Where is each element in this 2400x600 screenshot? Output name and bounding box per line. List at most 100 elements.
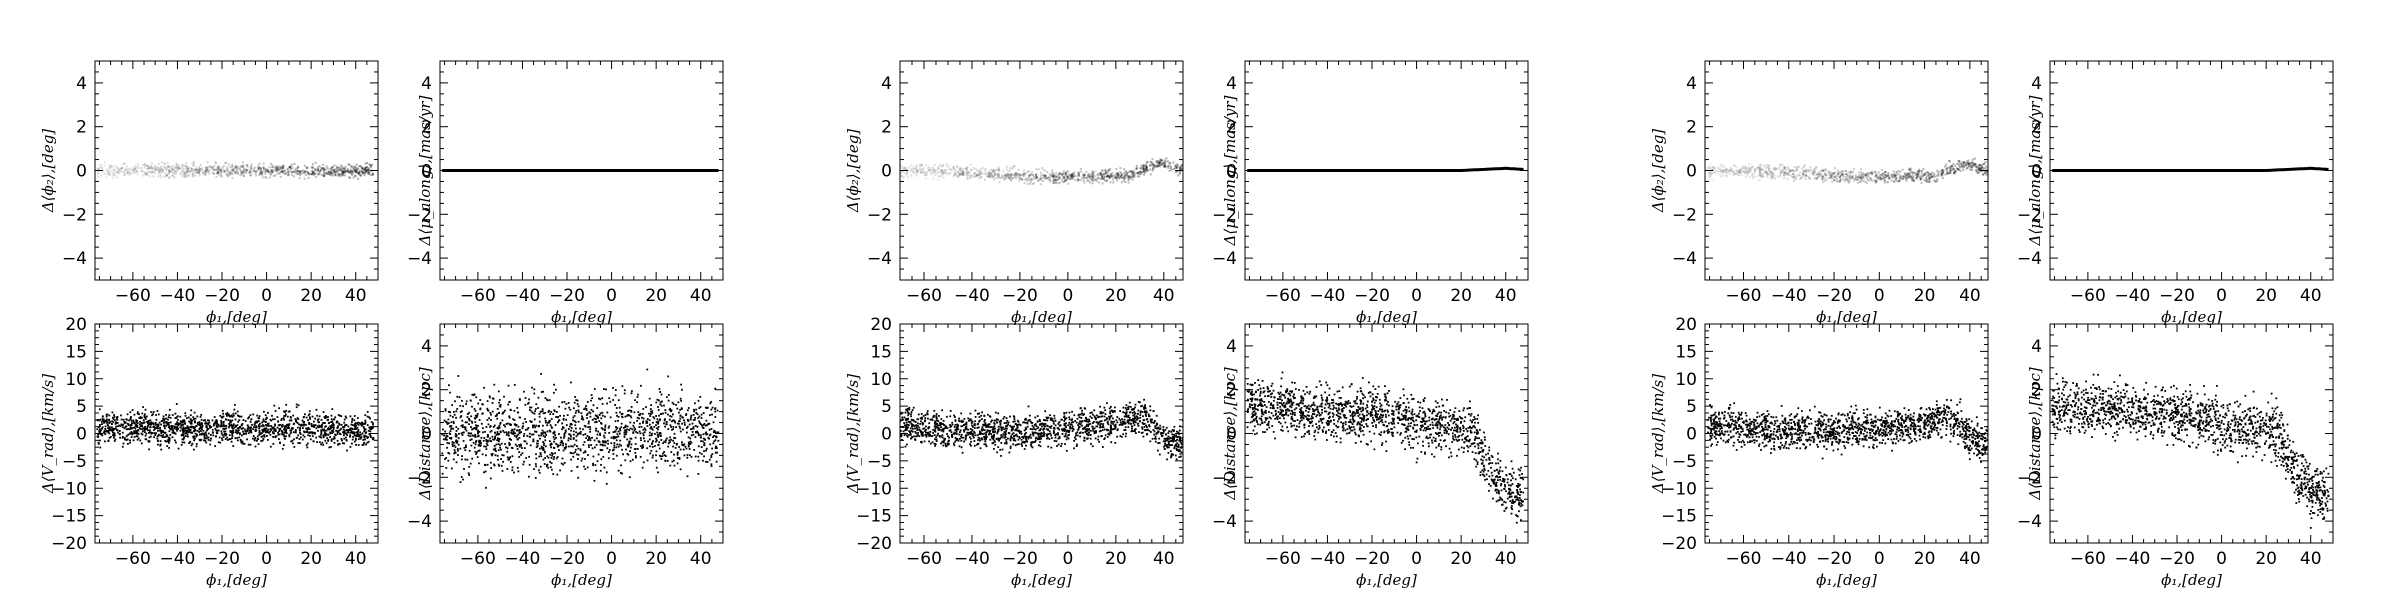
data-point bbox=[900, 164, 903, 167]
data-point bbox=[518, 445, 521, 448]
data-point bbox=[457, 443, 460, 446]
data-point bbox=[526, 428, 529, 431]
data-point bbox=[211, 419, 214, 422]
data-point bbox=[282, 417, 285, 419]
data-point bbox=[190, 169, 193, 172]
data-point bbox=[504, 409, 506, 412]
data-point bbox=[106, 170, 109, 173]
data-point bbox=[657, 444, 660, 447]
data-point bbox=[969, 174, 972, 177]
data-point bbox=[279, 424, 282, 426]
data-point bbox=[229, 173, 232, 176]
data-point bbox=[598, 397, 600, 400]
data-point bbox=[490, 429, 493, 432]
data-point bbox=[354, 169, 356, 172]
data-point bbox=[687, 445, 690, 448]
data-point bbox=[229, 438, 232, 440]
data-point bbox=[668, 439, 671, 442]
data-point bbox=[900, 174, 902, 177]
data-point bbox=[547, 421, 549, 424]
data-point bbox=[311, 172, 314, 175]
data-point bbox=[241, 165, 244, 168]
data-point bbox=[1127, 174, 1130, 177]
data-point bbox=[323, 169, 326, 172]
data-point bbox=[172, 425, 174, 427]
data-point bbox=[520, 453, 522, 456]
data-point bbox=[252, 428, 254, 430]
data-point bbox=[257, 164, 260, 167]
data-point bbox=[543, 442, 545, 445]
data-point bbox=[219, 169, 221, 172]
data-point bbox=[575, 453, 578, 456]
data-point bbox=[552, 436, 555, 438]
data-point bbox=[568, 406, 570, 409]
data-point bbox=[505, 446, 507, 449]
data-point bbox=[166, 168, 169, 171]
data-point bbox=[254, 426, 257, 429]
data-point bbox=[335, 430, 338, 432]
data-point bbox=[139, 416, 142, 418]
data-point bbox=[159, 169, 162, 172]
data-point bbox=[275, 169, 278, 172]
data-point bbox=[337, 414, 340, 416]
data-point bbox=[518, 437, 521, 439]
data-point bbox=[1005, 174, 1008, 177]
data-point bbox=[1132, 175, 1135, 178]
data-point bbox=[594, 446, 596, 449]
data-point bbox=[258, 415, 261, 418]
data-point bbox=[246, 424, 249, 427]
data-point bbox=[130, 427, 133, 430]
data-point bbox=[318, 424, 321, 427]
data-point bbox=[270, 429, 273, 432]
data-point bbox=[473, 408, 476, 410]
data-point bbox=[113, 174, 116, 177]
data-point bbox=[333, 169, 336, 172]
data-point bbox=[648, 438, 651, 441]
data-point bbox=[1105, 175, 1108, 178]
data-point bbox=[281, 167, 284, 170]
data-point bbox=[453, 452, 456, 455]
data-point bbox=[316, 419, 319, 422]
data-point bbox=[187, 167, 189, 170]
data-point bbox=[631, 390, 633, 393]
data-point bbox=[528, 475, 530, 478]
data-point bbox=[550, 446, 552, 449]
data-point bbox=[481, 412, 484, 415]
data-point bbox=[123, 171, 126, 174]
data-point bbox=[1116, 179, 1119, 182]
data-point bbox=[474, 414, 477, 417]
data-point bbox=[686, 409, 689, 412]
data-point bbox=[314, 432, 316, 435]
data-point bbox=[475, 453, 478, 455]
data-point bbox=[489, 396, 491, 399]
data-point bbox=[1116, 172, 1119, 175]
data-point bbox=[194, 417, 197, 420]
data-point bbox=[538, 413, 541, 415]
data-point bbox=[347, 425, 350, 428]
data-point bbox=[543, 444, 545, 447]
data-point bbox=[935, 173, 938, 176]
data-point bbox=[915, 171, 918, 174]
data-point bbox=[274, 423, 276, 426]
data-point bbox=[163, 424, 165, 427]
data-point bbox=[311, 435, 314, 438]
data-point bbox=[370, 436, 372, 438]
data-point bbox=[176, 166, 179, 169]
data-point bbox=[112, 418, 115, 421]
data-point bbox=[694, 455, 697, 458]
data-point bbox=[361, 172, 364, 175]
data-point bbox=[262, 425, 265, 427]
data-point bbox=[574, 451, 577, 453]
data-point bbox=[322, 174, 325, 177]
data-point bbox=[582, 434, 585, 436]
data-point bbox=[284, 415, 287, 417]
data-point bbox=[441, 472, 444, 475]
data-point bbox=[355, 170, 358, 173]
data-point bbox=[189, 429, 192, 431]
data-point bbox=[1016, 174, 1019, 177]
data-point bbox=[337, 166, 340, 169]
data-point bbox=[630, 409, 633, 412]
data-point bbox=[681, 441, 683, 444]
data-point bbox=[219, 169, 222, 172]
data-point bbox=[1011, 177, 1014, 180]
